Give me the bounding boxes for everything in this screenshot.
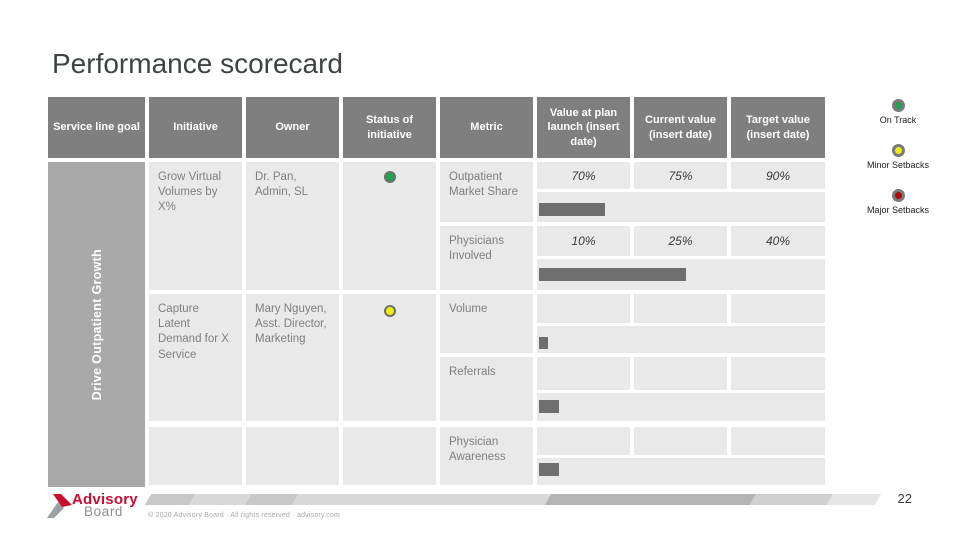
metric-cell-physician-awareness: Physician Awareness — [440, 427, 533, 485]
value-plan-launch-physicians-involved: 10% — [537, 226, 630, 256]
major-setbacks-dot-icon — [891, 189, 905, 202]
status-2-cell — [343, 294, 436, 421]
status-legend: On Track Minor Setbacks Major Setbacks — [842, 99, 954, 234]
header-cell-owner: Owner — [246, 97, 339, 158]
progress-bar-volume — [539, 337, 548, 349]
service-line-goal-cell: Drive Outpatient Growth — [48, 162, 145, 487]
progress-row-physician-awareness — [537, 458, 825, 485]
header-cell-service-line-goal: Service line goal — [48, 97, 145, 158]
value-target-physician-awareness — [731, 427, 825, 455]
page-number: 22 — [897, 491, 912, 506]
page-title: Performance scorecard — [52, 48, 344, 79]
owner-1-cell: Dr. Pan, Admin, SL — [246, 162, 339, 290]
header-cell-metric: Metric — [440, 97, 533, 158]
header-cell-target-value: Target value (insert date) — [731, 97, 825, 158]
owner-filler-cell — [246, 427, 339, 485]
value-target-volume — [731, 294, 825, 323]
logo-text-board: Board — [84, 504, 124, 519]
legend-label-on-track: On Track — [879, 115, 917, 125]
status-filler-cell — [343, 427, 436, 485]
value-current-outpatient-market-share: 75% — [634, 162, 727, 189]
value-plan-launch-referrals — [537, 357, 630, 390]
progress-bar-outpatient-market-share — [539, 203, 606, 216]
chevron-segment — [544, 494, 757, 505]
value-current-physicians-involved: 25% — [634, 226, 727, 256]
progress-row-referrals — [537, 393, 825, 421]
progress-row-outpatient-market-share — [537, 192, 825, 222]
progress-bar-physician-awareness — [539, 463, 560, 476]
progress-row-volume — [537, 326, 825, 353]
value-current-referrals — [634, 357, 727, 390]
status-1-dot-on-track — [383, 171, 396, 183]
value-target-outpatient-market-share: 90% — [731, 162, 825, 189]
status-2-dot-minor-setbacks — [383, 305, 396, 317]
header-cell-initiative: Initiative — [149, 97, 242, 158]
value-plan-launch-volume — [537, 294, 630, 323]
value-current-volume — [634, 294, 727, 323]
metric-cell-physicians-involved: Physicians Involved — [440, 226, 533, 290]
initiative-filler-cell — [149, 427, 242, 485]
value-plan-launch-outpatient-market-share: 70% — [537, 162, 630, 189]
copyright-text: © 2020 Advisory Board · All rights reser… — [148, 512, 341, 519]
value-target-physicians-involved: 40% — [731, 226, 825, 256]
chevron-segment — [749, 494, 834, 505]
legend-label-major-setbacks: Major Setbacks — [866, 205, 930, 215]
status-1-cell — [343, 162, 436, 290]
advisory-board-logo: Advisory Board — [46, 491, 276, 525]
legend-item-minor-setbacks: Minor Setbacks — [842, 144, 954, 170]
progress-bar-referrals — [539, 400, 560, 413]
header-cell-value-at-plan-launch: Value at plan launch (insert date) — [537, 97, 630, 158]
logo-text-advisory: Advisory — [72, 491, 138, 508]
metric-cell-referrals: Referrals — [440, 357, 533, 421]
chevron-segment — [291, 494, 552, 505]
minor-setbacks-dot-icon — [891, 144, 905, 157]
legend-item-major-setbacks: Major Setbacks — [842, 189, 954, 215]
owner-2-cell: Mary Nguyen, Asst. Director, Marketing — [246, 294, 339, 421]
service-line-goal-label: Drive Outpatient Growth — [89, 248, 104, 401]
legend-item-on-track: On Track — [842, 99, 954, 125]
advisory-board-logo-icon — [47, 494, 72, 518]
initiative-1-cell: Grow Virtual Volumes by X% — [149, 162, 242, 290]
header-cell-current-value: Current value (insert date) — [634, 97, 727, 158]
value-target-referrals — [731, 357, 825, 390]
initiative-2-cell: Capture Latent Demand for X Service — [149, 294, 242, 421]
legend-label-minor-setbacks: Minor Setbacks — [866, 160, 930, 170]
chevron-segment — [826, 494, 882, 505]
metric-cell-outpatient-market-share: Outpatient Market Share — [440, 162, 533, 222]
progress-bar-physicians-involved — [539, 268, 686, 281]
progress-row-physicians-involved — [537, 259, 825, 290]
metric-cell-volume: Volume — [440, 294, 533, 353]
header-cell-status: Status of initiative — [343, 97, 436, 158]
value-current-physician-awareness — [634, 427, 727, 455]
value-plan-launch-physician-awareness — [537, 427, 630, 455]
on-track-dot-icon — [891, 99, 905, 112]
